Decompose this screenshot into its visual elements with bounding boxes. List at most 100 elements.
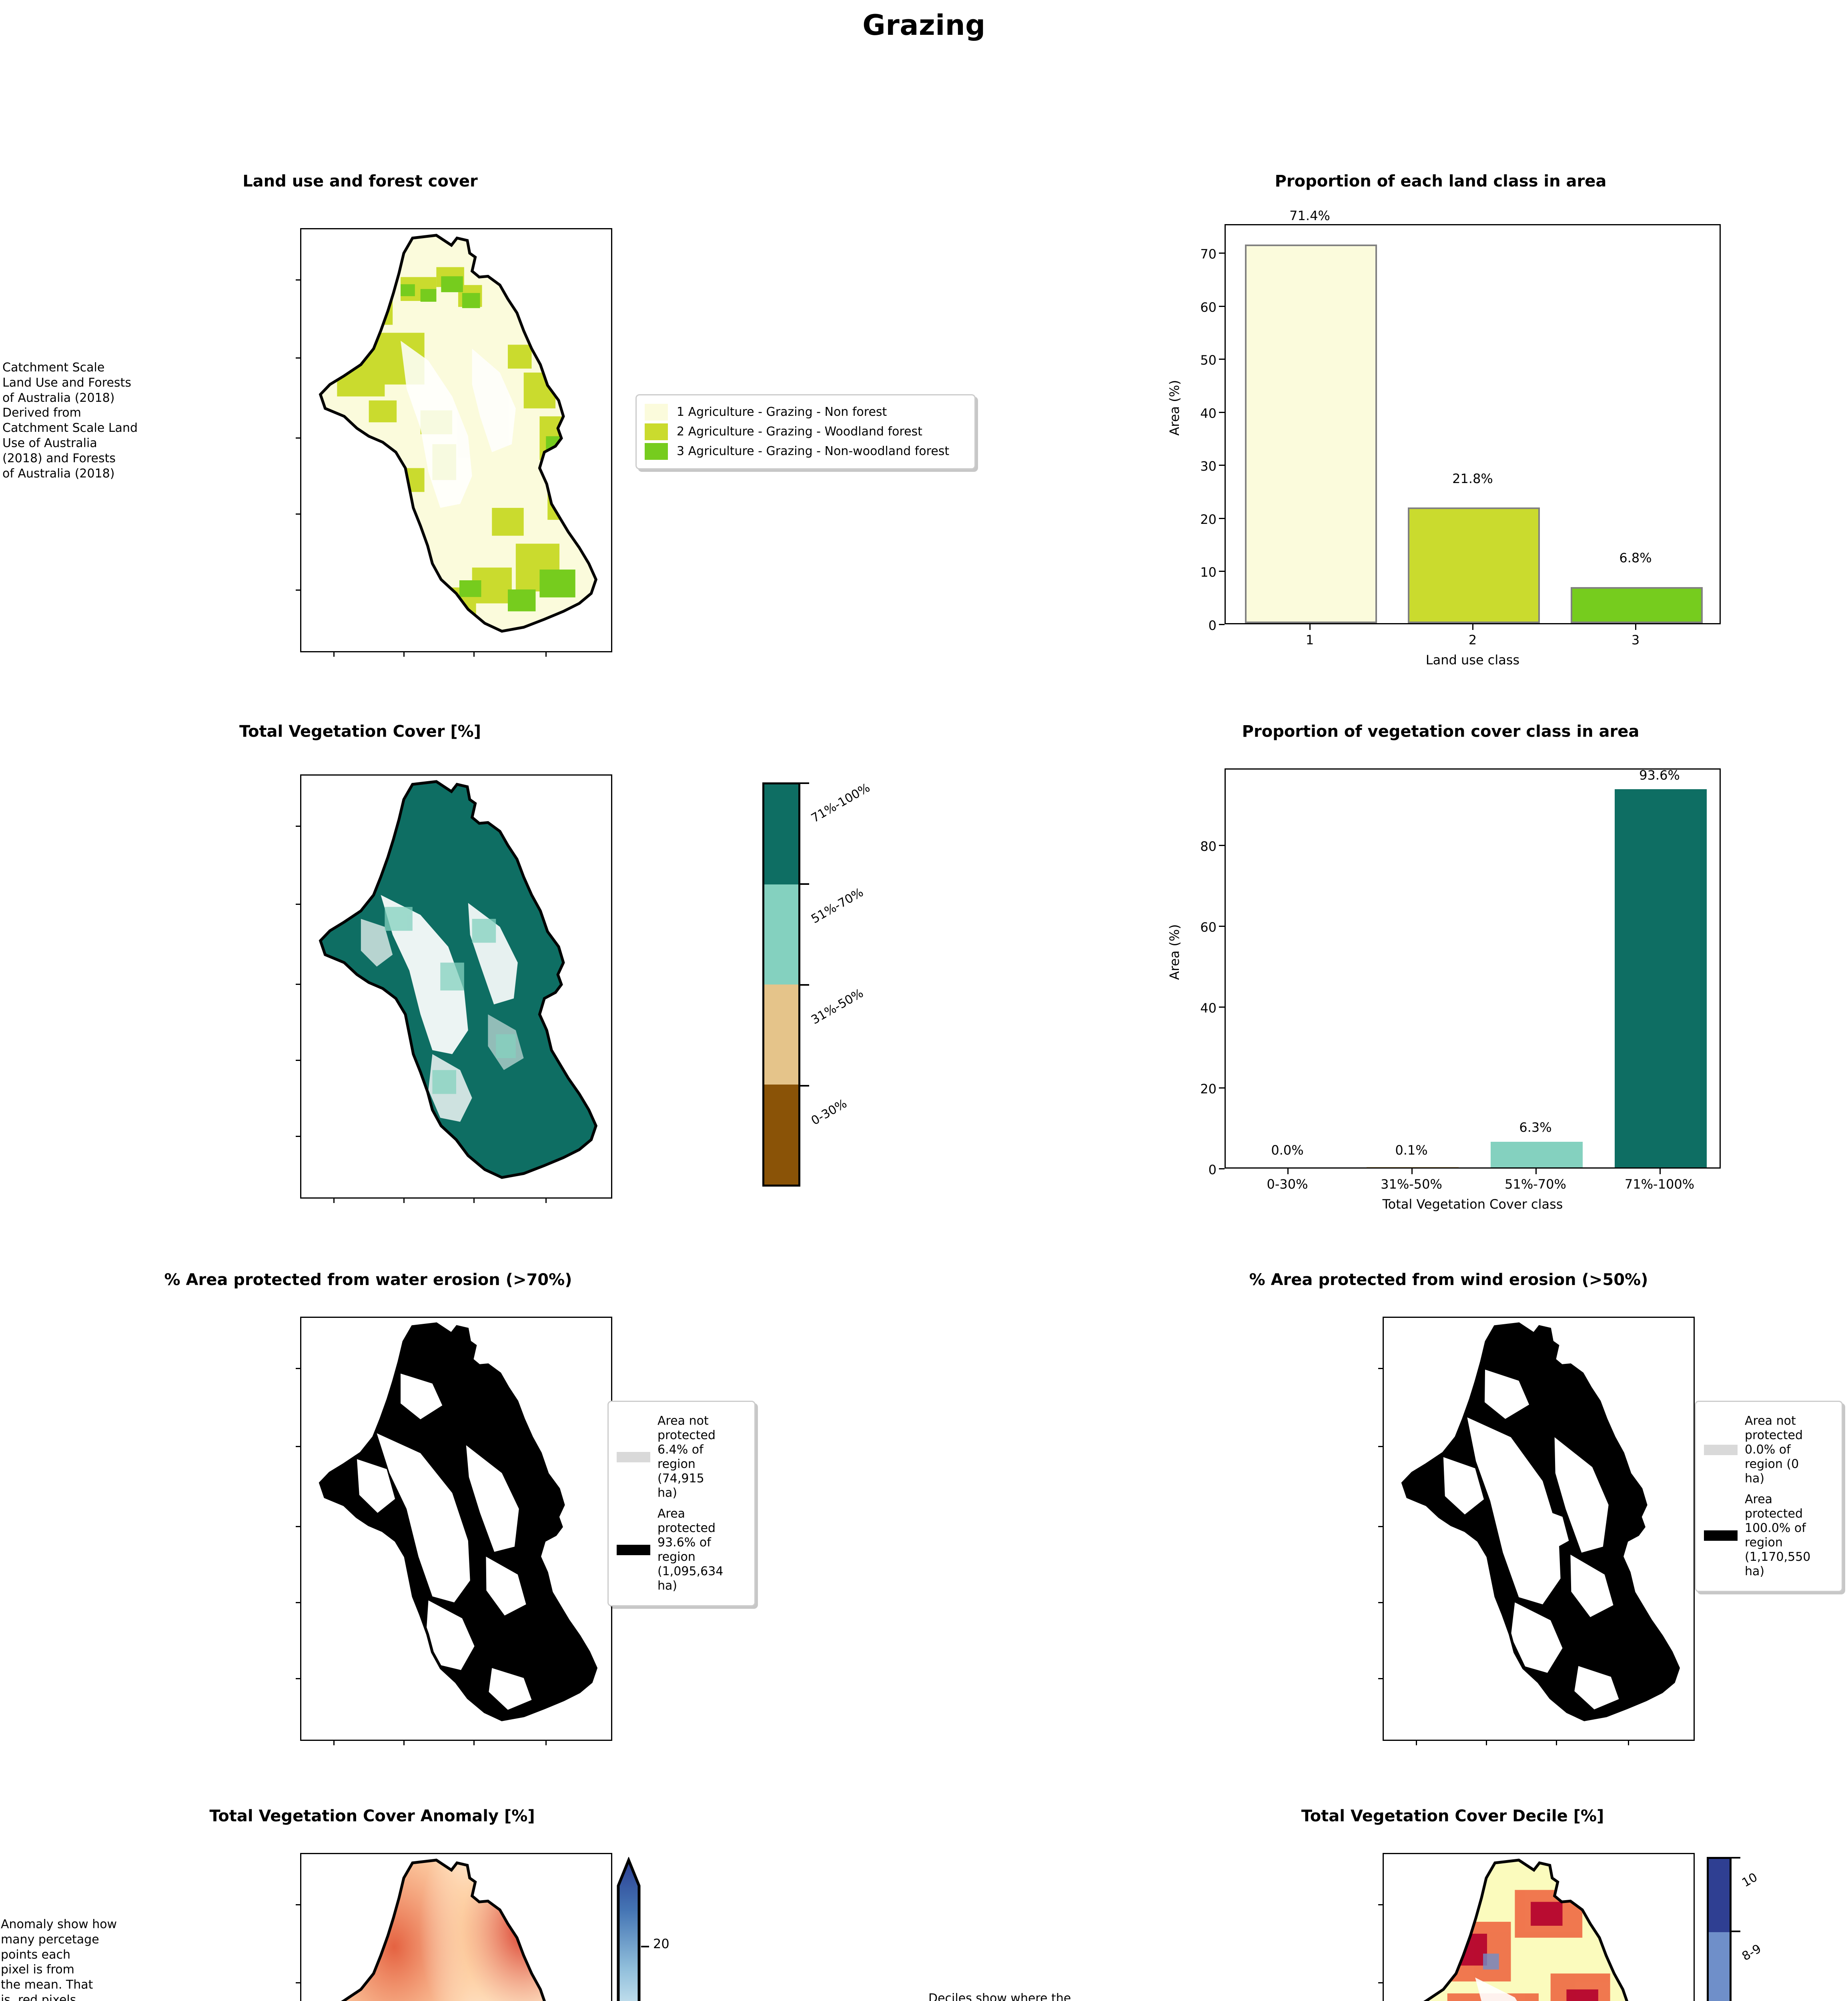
map-total-vegetation-cover-anomaly[interactable] — [296, 1853, 612, 2001]
map-total-vegetation-cover-decile[interactable] — [1378, 1853, 1695, 2001]
legend-item: Area not protected 6.4% of region (74,91… — [617, 1414, 746, 1500]
legend-label-protected: Area protected 93.6% of region (1,095,63… — [657, 1507, 724, 1593]
anomaly-explainer-note: Anomaly show how many percetage points e… — [1, 1917, 117, 2001]
legend-item: Area protected 93.6% of region (1,095,63… — [617, 1507, 746, 1593]
anomaly-colorbar — [616, 1856, 641, 2001]
decile-label-8-9: 8-9 — [1740, 1941, 1764, 1964]
legend-swatch-class-1 — [645, 404, 668, 421]
bar-value-label-veg-2: 0.1% — [1395, 1143, 1428, 1158]
chart1-ytick-10: 10 — [1200, 565, 1217, 580]
colorbar-segment-31-50 — [764, 984, 798, 1085]
veg-cover-colorbar — [762, 782, 800, 1187]
legend-item: Area protected 100.0% of region (1,170,5… — [1704, 1492, 1834, 1579]
chart2-plot-area — [1225, 768, 1721, 1169]
legend-item: Area not protected 0.0% of region (0 ha) — [1704, 1414, 1834, 1486]
colorbar-label-51-70: 51%-70% — [809, 885, 866, 926]
page-title: Grazing — [862, 9, 986, 42]
anomaly-map-graphic — [320, 1859, 596, 2001]
panel-title-land-class-chart: Proportion of each land class in area — [1275, 172, 1607, 190]
chart2-xtick-31-50: 31%-50% — [1381, 1177, 1442, 1192]
bar-land-class-3[interactable] — [1571, 587, 1703, 623]
legend-label-class-1: 1 Agriculture - Grazing - Non forest — [677, 405, 887, 419]
colorbar-label-31-50: 31%-50% — [809, 986, 866, 1027]
panel-title-decile: Total Vegetation Cover Decile [%] — [1301, 1807, 1604, 1825]
chart2-xtick-0-30: 0-30% — [1267, 1177, 1308, 1192]
colorbar-label-0-30: 0-30% — [809, 1097, 850, 1128]
decile-colorbar — [1707, 1857, 1732, 2001]
bar-value-label-3: 6.8% — [1619, 550, 1652, 565]
legend-item: 3 Agriculture - Grazing - Non-woodland f… — [645, 443, 966, 460]
chart2-ytick-0: 0 — [1208, 1162, 1217, 1177]
bar-land-class-1[interactable] — [1245, 245, 1377, 623]
chart-proportion-veg-class[interactable]: Area (%) 0.0% 0.1% 6.3% 93.6% 0 20 40 60… — [1161, 760, 1729, 1212]
map-area-protected-wind-erosion[interactable] — [1378, 1317, 1695, 1745]
legend-item: 1 Agriculture - Grazing - Non forest — [645, 404, 966, 421]
map-land-use-and-forest-cover[interactable] — [296, 228, 612, 657]
chart1-xtick-1: 1 — [1305, 632, 1314, 648]
legend-swatch-protected — [1704, 1530, 1738, 1541]
map-total-vegetation-cover[interactable] — [296, 774, 612, 1203]
chart1-ytick-0: 0 — [1208, 618, 1217, 633]
bar-value-label-veg-3: 6.3% — [1519, 1120, 1552, 1135]
land-use-map-graphic — [319, 234, 598, 633]
chart2-y-axis-label: Area (%) — [1167, 924, 1182, 980]
bar-value-label-2: 21.8% — [1452, 471, 1493, 486]
chart2-xtick-51-70: 51%-70% — [1505, 1177, 1566, 1192]
legend-swatch-class-3 — [645, 443, 668, 460]
legend-item: 2 Agriculture - Grazing - Woodland fores… — [645, 423, 966, 440]
legend-label-not-protected: Area not protected 0.0% of region (0 ha) — [1745, 1414, 1803, 1486]
bar-value-label-veg-4: 93.6% — [1639, 768, 1680, 783]
map-area-protected-water-erosion[interactable] — [296, 1317, 612, 1745]
colorbar-segment-0-30 — [764, 1085, 798, 1185]
panel-title-veg-cover: Total Vegetation Cover [%] — [239, 722, 481, 741]
legend-label-protected: Area protected 100.0% of region (1,170,5… — [1745, 1492, 1811, 1578]
chart2-x-axis-label: Total Vegetation Cover class — [1382, 1197, 1563, 1212]
legend-label-class-3: 3 Agriculture - Grazing - Non-woodland f… — [677, 444, 950, 458]
bar-veg-class-51-70[interactable] — [1491, 1142, 1583, 1167]
legend-label-not-protected: Area not protected 6.4% of region (74,91… — [657, 1414, 716, 1500]
bar-value-label-veg-1: 0.0% — [1271, 1143, 1304, 1158]
panel-title-water-erosion: % Area protected from water erosion (>70… — [164, 1271, 572, 1289]
legend-label-class-2: 2 Agriculture - Grazing - Woodland fores… — [677, 424, 922, 439]
chart2-ytick-20: 20 — [1200, 1081, 1217, 1097]
anomaly-colorbar-graphic — [617, 1856, 641, 2001]
chart1-xtick-3: 3 — [1631, 632, 1640, 648]
chart1-ytick-70: 70 — [1200, 247, 1217, 262]
chart1-ytick-50: 50 — [1200, 353, 1217, 368]
land-use-source-note: Catchment Scale Land Use and Forests of … — [2, 361, 138, 481]
panel-title-veg-class-chart: Proportion of vegetation cover class in … — [1242, 722, 1640, 741]
chart1-ytick-30: 30 — [1200, 459, 1217, 474]
chart1-ytick-20: 20 — [1200, 512, 1217, 527]
chart1-x-axis-label: Land use class — [1425, 652, 1520, 668]
veg-cover-map-graphic — [319, 780, 598, 1179]
bar-value-label-1: 71.4% — [1289, 208, 1330, 223]
colorbar-segment-10 — [1709, 1859, 1730, 1932]
chart1-plot-area — [1225, 224, 1721, 624]
panel-title-land-use: Land use and forest cover — [243, 172, 478, 190]
panel-title-anomaly: Total Vegetation Cover Anomaly [%] — [209, 1807, 535, 1825]
wind-erosion-map-graphic — [1401, 1322, 1680, 1721]
colorbar-label-71-100: 71%-100% — [809, 780, 873, 826]
chart2-ytick-80: 80 — [1200, 839, 1217, 854]
legend-swatch-not-protected — [617, 1452, 650, 1462]
decile-map-graphic — [1403, 1859, 1679, 2001]
anomaly-tick-20: 20 — [653, 1936, 669, 1951]
legend-swatch-not-protected — [1704, 1445, 1738, 1455]
chart1-ytick-60: 60 — [1200, 300, 1217, 315]
water-erosion-legend: Area not protected 6.4% of region (74,91… — [607, 1401, 756, 1606]
bar-land-class-2[interactable] — [1408, 507, 1540, 623]
land-use-legend: 1 Agriculture - Grazing - Non forest 2 A… — [635, 394, 976, 469]
legend-swatch-protected — [617, 1545, 650, 1555]
chart-proportion-land-class[interactable]: Area (%) 71.4% 21.8% 6.8% 0 10 20 30 40 … — [1161, 208, 1729, 668]
panel-title-wind-erosion: % Area protected from wind erosion (>50%… — [1249, 1271, 1648, 1289]
chart1-y-axis-label: Area (%) — [1167, 380, 1182, 436]
water-erosion-map-graphic — [319, 1322, 598, 1721]
wind-erosion-legend: Area not protected 0.0% of region (0 ha)… — [1695, 1401, 1843, 1592]
chart2-xtick-71-100: 71%-100% — [1624, 1177, 1695, 1192]
decile-label-10: 10 — [1740, 1870, 1760, 1890]
chart2-ytick-40: 40 — [1200, 1000, 1217, 1016]
bar-veg-class-71-100[interactable] — [1615, 789, 1707, 1167]
decile-explainer-note: Deciles show where the pixel value lies … — [928, 1991, 1071, 2001]
chart1-ytick-40: 40 — [1200, 406, 1217, 421]
legend-swatch-class-2 — [645, 423, 668, 440]
